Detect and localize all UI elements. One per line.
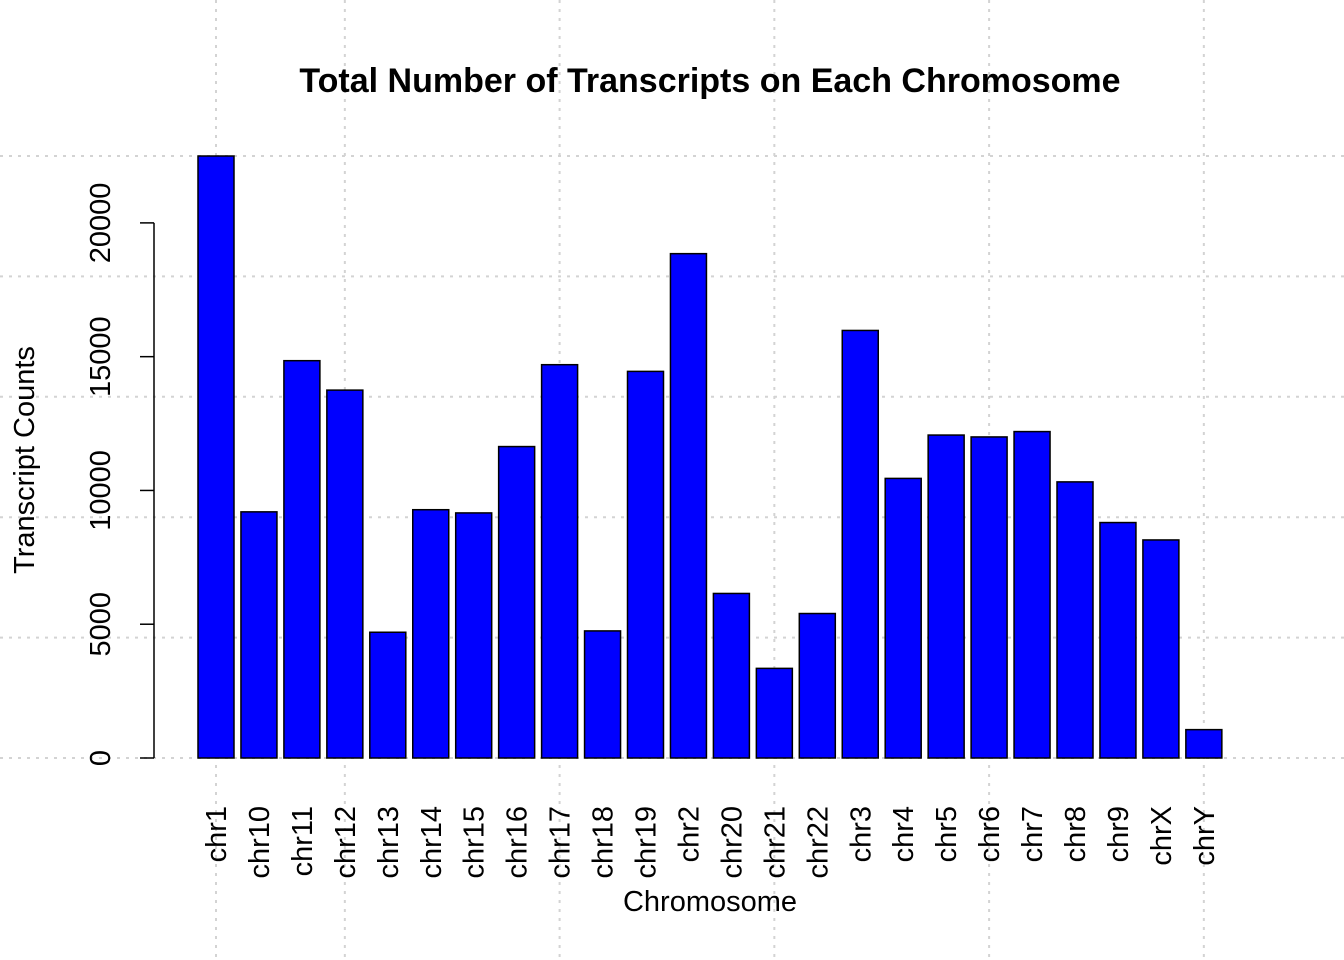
x-tick-label-chr6: chr6 [974,806,1006,862]
bar-chr15 [454,512,493,759]
x-tick-label-chr7: chr7 [1017,806,1049,862]
y-tick-label: 15000 [85,316,117,397]
y-tick-label: 5000 [85,592,117,657]
bar-chr4 [884,477,922,759]
y-axis: 0 5000 10000 15000 20000 [85,183,155,766]
x-tick-label-chr10: chr10 [244,806,276,879]
bar-chr11 [283,359,321,759]
x-tick-label-chr21: chr21 [759,806,791,879]
bar-chr19 [626,370,665,759]
bar-chr2 [669,252,708,759]
bar-chr18 [583,630,622,759]
bar-chr17 [540,363,579,759]
x-tick-label-chr8: chr8 [1060,806,1092,862]
y-tick-label: 20000 [85,183,117,264]
x-tick-label-chr9: chr9 [1103,806,1135,862]
x-tick-label-chr20: chr20 [716,806,748,879]
x-tick-label-chr3: chr3 [845,806,877,862]
bar-chrX [1142,539,1180,759]
x-tick-label-chr2: chr2 [673,806,705,862]
bar-chr22 [798,612,837,759]
bar-chr20 [712,592,751,759]
x-tick-label-chr1: chr1 [201,806,233,862]
bar-chr3 [841,329,879,759]
bar-chr13 [369,631,407,759]
chart-title: Total Number of Transcripts on Each Chro… [299,62,1120,100]
x-tick-label-chr12: chr12 [330,806,362,879]
y-tick-label: 0 [85,750,117,766]
x-tick-label-chr15: chr15 [459,806,491,879]
x-tick-label-chrX: chrX [1146,806,1178,866]
x-tick-label-chr14: chr14 [416,806,448,879]
y-tick-label: 10000 [85,450,117,531]
x-tick-label-chr18: chr18 [588,806,620,879]
x-tick-label-chr22: chr22 [802,806,834,879]
bars [197,155,1223,759]
bar-chr21 [755,667,794,759]
x-tick-label-chr13: chr13 [373,806,405,879]
bar-chr9 [1099,521,1137,759]
bar-chr6 [970,436,1008,759]
bar-chr5 [927,434,965,759]
bar-chr7 [1013,430,1051,759]
bar-chr16 [497,445,536,759]
x-tick-label-chr11: chr11 [287,806,319,876]
y-axis-title: Transcript Counts [9,346,41,574]
x-tick-labels: chr1 chr10 chr11 chr12 chr13 chr14 chr15 chr16 c… [201,806,1221,879]
x-tick-label-chr16: chr16 [502,806,534,879]
bar-chr1 [197,155,235,759]
x-tick-label-chr5: chr5 [931,806,963,862]
bar-chrY [1185,728,1223,759]
x-axis-title: Chromosome [623,886,797,918]
x-tick-label-chr17: chr17 [545,806,577,879]
bar-chr14 [412,508,450,759]
x-tick-label-chr4: chr4 [888,806,920,862]
x-tick-label-chr19: chr19 [631,806,663,879]
x-tick-label-chrY: chrY [1189,806,1221,866]
bar-chr10 [240,511,278,759]
bar-chr8 [1056,481,1094,759]
bar-chr12 [326,389,364,759]
